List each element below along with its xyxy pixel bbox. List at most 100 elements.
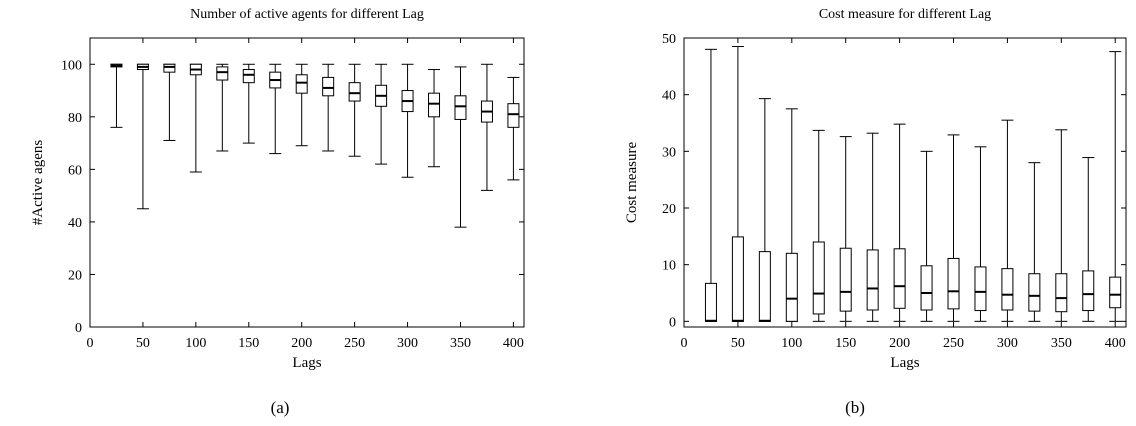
x-axis-label: Lags [890, 355, 919, 371]
box-iqr [974, 266, 987, 312]
y-tick-label: 40 [68, 216, 82, 231]
x-tick-label: 400 [1105, 336, 1126, 351]
x-tick-label: 150 [238, 336, 259, 351]
box-iqr [428, 92, 441, 118]
box-iqr [839, 247, 852, 312]
box-125 [216, 63, 229, 152]
x-tick-label: 100 [185, 336, 206, 351]
y-tick-label: 80 [68, 111, 82, 126]
box-iqr [216, 66, 229, 81]
chart-title: Number of active agents for different La… [190, 7, 424, 22]
box-250 [947, 134, 960, 322]
box-350 [454, 66, 467, 228]
y-tick-label: 100 [61, 58, 82, 73]
box-150 [839, 136, 852, 322]
y-tick-label: 30 [662, 145, 676, 160]
caption-b: (b) [845, 398, 865, 417]
box-iqr [704, 282, 717, 322]
box-iqr [920, 265, 933, 311]
y-axis-label: #Active agens [30, 140, 46, 226]
x-tick-label: 200 [291, 336, 312, 351]
box-iqr [507, 103, 520, 128]
box-300 [401, 63, 414, 178]
x-tick-label: 50 [731, 336, 745, 351]
x-tick-label: 400 [503, 336, 524, 351]
box-iqr [731, 236, 744, 322]
boxplot-active-agents: Number of active agents for different La… [30, 7, 525, 371]
x-tick-label: 200 [889, 336, 910, 351]
box-iqr [322, 76, 335, 97]
x-tick-label: 0 [87, 336, 94, 351]
box-iqr [1055, 273, 1068, 313]
box-iqr [348, 82, 361, 102]
box-175 [866, 132, 879, 322]
x-tick-label: 0 [681, 336, 688, 351]
box-225 [322, 63, 335, 152]
box-275 [974, 146, 987, 322]
box-100 [785, 108, 798, 322]
y-tick-label: 10 [662, 259, 676, 274]
plot-frame [683, 37, 1127, 328]
box-250 [348, 63, 361, 157]
x-tick-label: 300 [397, 336, 418, 351]
box-375 [480, 63, 493, 191]
box-25 [704, 48, 717, 322]
y-tick-label: 50 [662, 32, 676, 47]
box-iqr [812, 241, 825, 315]
box-400 [507, 76, 520, 181]
box-150 [242, 63, 255, 144]
box-175 [269, 63, 282, 155]
x-axis-label: Lags [292, 355, 321, 371]
box-iqr [1082, 270, 1095, 312]
box-75 [163, 63, 176, 141]
box-iqr [163, 63, 176, 73]
box-iqr [866, 249, 879, 311]
y-tick-label: 40 [662, 89, 676, 104]
box-75 [758, 98, 771, 322]
y-axis-label: Cost measure [624, 142, 640, 224]
box-iqr [1109, 276, 1122, 309]
y-tick-label: 20 [68, 268, 82, 283]
x-tick-label: 350 [1051, 336, 1072, 351]
x-tick-label: 300 [997, 336, 1018, 351]
box-400 [1109, 51, 1122, 322]
box-iqr [947, 257, 960, 310]
chart-panel-a: Number of active agents for different La… [0, 0, 560, 426]
x-tick-label: 150 [835, 336, 856, 351]
box-200 [893, 123, 906, 322]
box-iqr [758, 251, 771, 322]
box-iqr [295, 74, 308, 94]
box-iqr [785, 252, 798, 322]
box-iqr [893, 248, 906, 309]
box-325 [428, 69, 441, 168]
chart-panel-b: Cost measure for different Lag 0 50 100 150 2… [575, 0, 1136, 426]
box-iqr [1001, 268, 1014, 311]
x-tick-label: 50 [136, 336, 150, 351]
plot-frame [89, 37, 525, 328]
y-tick-label: 0 [669, 315, 676, 330]
box-iqr [454, 95, 467, 120]
box-350 [1055, 129, 1068, 322]
y-tick-label: 60 [68, 163, 82, 178]
box-iqr [242, 69, 255, 84]
y-tick-label: 20 [662, 202, 676, 217]
x-tick-label: 100 [781, 336, 802, 351]
box-325 [1028, 162, 1041, 322]
box-50 [136, 63, 149, 210]
box-125 [812, 129, 825, 322]
box-50 [731, 46, 744, 322]
box-275 [375, 63, 388, 165]
x-tick-label: 250 [344, 336, 365, 351]
x-tick-label: 350 [450, 336, 471, 351]
y-tick-label: 0 [75, 321, 82, 336]
chart-title: Cost measure for different Lag [819, 7, 991, 22]
box-25 [110, 63, 123, 128]
box-100 [189, 63, 202, 173]
box-iqr [1028, 273, 1041, 312]
caption-a: (a) [270, 398, 290, 417]
box-200 [295, 63, 308, 147]
x-tick-label: 250 [943, 336, 964, 351]
box-225 [920, 150, 933, 322]
box-300 [1001, 119, 1014, 322]
